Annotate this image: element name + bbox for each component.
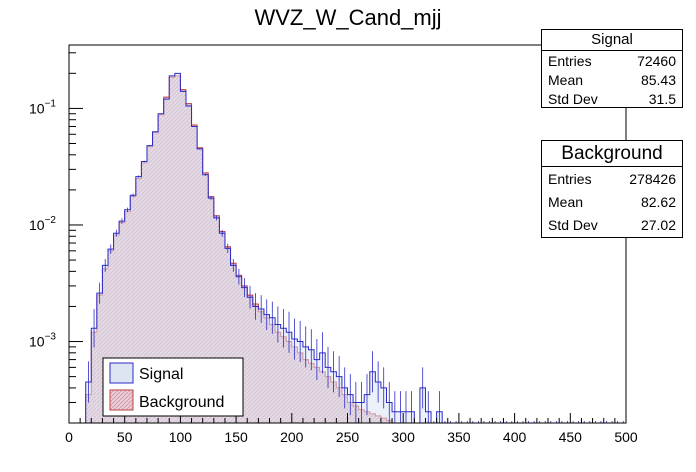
stats-value: 27.02 — [640, 217, 676, 233]
signal-bar — [91, 328, 97, 423]
signal-bar — [213, 217, 220, 423]
signal-bar — [208, 198, 214, 423]
x-tick-label: 0 — [65, 429, 73, 445]
y-tick-label: 10−2 — [29, 215, 56, 233]
signal-bar — [158, 113, 164, 424]
x-tick-label: 400 — [503, 429, 527, 445]
x-tick-label: 450 — [559, 429, 583, 445]
signal-bar — [146, 145, 153, 423]
signal-bar — [107, 249, 114, 423]
x-tick-label: 350 — [447, 429, 471, 445]
signal-bar — [302, 346, 309, 423]
signal-bar — [297, 341, 303, 423]
stats-value: 31.5 — [648, 91, 676, 107]
signal-bar — [263, 314, 270, 423]
signal-bar — [286, 332, 292, 423]
stats-label: Std Dev — [548, 91, 598, 107]
chart-title: WVZ_W_Cand_mjj — [254, 5, 441, 30]
signal-bar — [258, 309, 264, 423]
signal-bar — [224, 248, 231, 423]
signal-bar — [191, 126, 198, 424]
stats-box-signal: Signal Entries 72460 Mean 85.43 Std Dev … — [541, 29, 683, 108]
signal-bar — [197, 148, 203, 423]
signal-bar — [325, 367, 331, 423]
signal-bar — [247, 297, 253, 423]
signal-bar — [369, 371, 376, 423]
stats-row-mean: Mean 85.43 — [542, 71, 682, 90]
signal-bar — [314, 359, 320, 423]
x-tick-label: 50 — [117, 429, 133, 445]
stats-value: 85.43 — [640, 72, 676, 88]
signal-bar — [130, 195, 136, 423]
signal-bar — [219, 233, 225, 423]
stats-label: Entries — [548, 171, 592, 187]
legend-label-signal: Signal — [139, 366, 183, 383]
signal-bar — [169, 75, 175, 424]
signal-bar — [124, 209, 131, 423]
stats-row-entries: Entries 72460 — [542, 52, 682, 71]
signal-bar — [291, 339, 298, 423]
legend: Signal Background — [102, 357, 244, 417]
stats-label: Mean — [548, 194, 584, 210]
stats-value: 278426 — [629, 171, 676, 187]
signal-bar — [119, 221, 125, 423]
signal-bar — [330, 371, 337, 423]
stats-row-entries: Entries 278426 — [542, 168, 682, 191]
signal-bar — [280, 328, 287, 423]
stats-row-mean: Mean 82.62 — [542, 191, 682, 214]
x-tick-label: 150 — [224, 429, 248, 445]
signal-bar — [241, 287, 248, 423]
signal-bar — [230, 265, 237, 423]
signal-bar — [375, 381, 381, 423]
signal-bar — [163, 99, 170, 424]
signal-bar — [113, 233, 120, 423]
stats-box-background: Background Entries 278426 Mean 82.62 Std… — [541, 140, 683, 238]
y-tick-label: 10−1 — [29, 98, 56, 116]
signal-bar — [236, 276, 242, 423]
stats-label: Mean — [548, 72, 584, 88]
signal-bar — [269, 317, 276, 423]
x-tick-label: 300 — [392, 429, 416, 445]
signal-bar — [185, 105, 192, 423]
signal-bar — [152, 131, 159, 424]
legend-swatch-background — [109, 389, 134, 411]
signal-outline — [85, 72, 443, 424]
legend-swatch-signal — [109, 362, 134, 384]
signal-bar — [202, 174, 209, 423]
x-tick-label: 100 — [169, 429, 193, 445]
stats-row-std-dev: Std Dev 31.5 — [542, 90, 682, 109]
x-tick-label: 200 — [280, 429, 304, 445]
stats-title-signal: Signal — [542, 30, 682, 51]
signal-bar — [135, 176, 142, 423]
signal-bar — [96, 293, 103, 423]
stats-value: 82.62 — [640, 194, 676, 210]
y-tick-label: 10−3 — [29, 332, 56, 350]
x-tick-label: 250 — [336, 429, 360, 445]
legend-label-background: Background — [139, 394, 224, 411]
signal-bar — [174, 73, 181, 423]
axes: 0 50 100 150 200 250 300 350 400 450 500 10−3 10−2 10… — [29, 52, 638, 445]
signal-bar — [308, 349, 315, 423]
stats-label: Entries — [548, 53, 592, 69]
signal-histogram — [85, 72, 624, 424]
stats-value: 72460 — [637, 53, 676, 69]
stats-label: Std Dev — [548, 217, 598, 233]
signal-bar — [102, 265, 108, 423]
x-tick-label: 500 — [614, 429, 638, 445]
signal-bar — [180, 91, 186, 423]
signal-bar — [252, 306, 259, 423]
signal-bar — [319, 352, 326, 423]
signal-bar — [85, 381, 92, 423]
stats-title-background: Background — [542, 141, 682, 167]
stats-row-std-dev: Std Dev 27.02 — [542, 214, 682, 237]
signal-bar — [336, 376, 342, 423]
signal-bar — [141, 161, 147, 423]
signal-bar — [275, 324, 281, 423]
